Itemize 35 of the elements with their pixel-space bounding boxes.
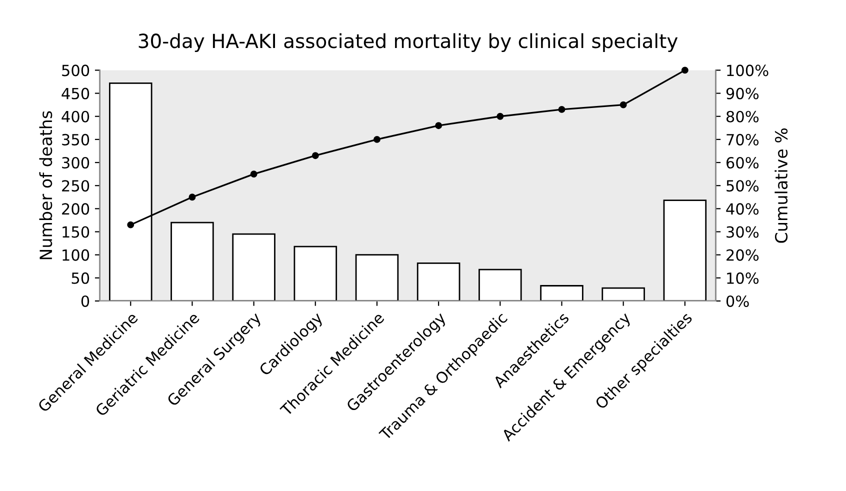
point <box>312 152 319 160</box>
y2-tick-label: 40% <box>726 203 759 215</box>
y2-tick-label: 10% <box>727 272 759 284</box>
y2-tick-label: 0% <box>726 295 749 308</box>
y2-tick-label: 50% <box>726 180 759 192</box>
y-tick-label: 300 <box>62 156 90 169</box>
y2-tick-label: 90% <box>726 88 759 100</box>
point <box>496 112 504 120</box>
y-tick-label: 50 <box>72 272 90 284</box>
y2-tick-label: 70% <box>726 134 759 146</box>
y-tick-label: 0 <box>81 295 90 308</box>
y2-axis-title: Cumulative % <box>774 128 788 243</box>
y2-tick-label: 80% <box>726 110 759 122</box>
y-tick-label: 200 <box>62 203 90 215</box>
y-tick-label: 100 <box>62 249 90 261</box>
y2-tick-label: 20% <box>726 249 759 261</box>
y-tick-label: 150 <box>62 226 90 238</box>
point <box>374 136 380 143</box>
y-axis-title: Number of deaths <box>39 111 52 260</box>
y-tick-label: 450 <box>62 88 90 100</box>
point <box>620 101 627 108</box>
y-tick-label: 350 <box>62 134 90 146</box>
point <box>188 194 196 201</box>
y2-tick-label: 30% <box>726 226 759 238</box>
point <box>681 66 688 74</box>
y-tick-label: 500 <box>62 64 90 76</box>
y2-tick-label: 100% <box>727 64 768 76</box>
point <box>558 106 566 113</box>
point <box>127 221 134 228</box>
y-tick-label: 250 <box>62 180 90 192</box>
point <box>250 170 258 178</box>
chart-title: 30-day HA-AKI associated mortality by clinical specialty <box>138 33 678 52</box>
y2-tick-label: 60% <box>726 156 759 169</box>
point <box>435 122 442 130</box>
y-tick-label: 400 <box>62 110 90 122</box>
